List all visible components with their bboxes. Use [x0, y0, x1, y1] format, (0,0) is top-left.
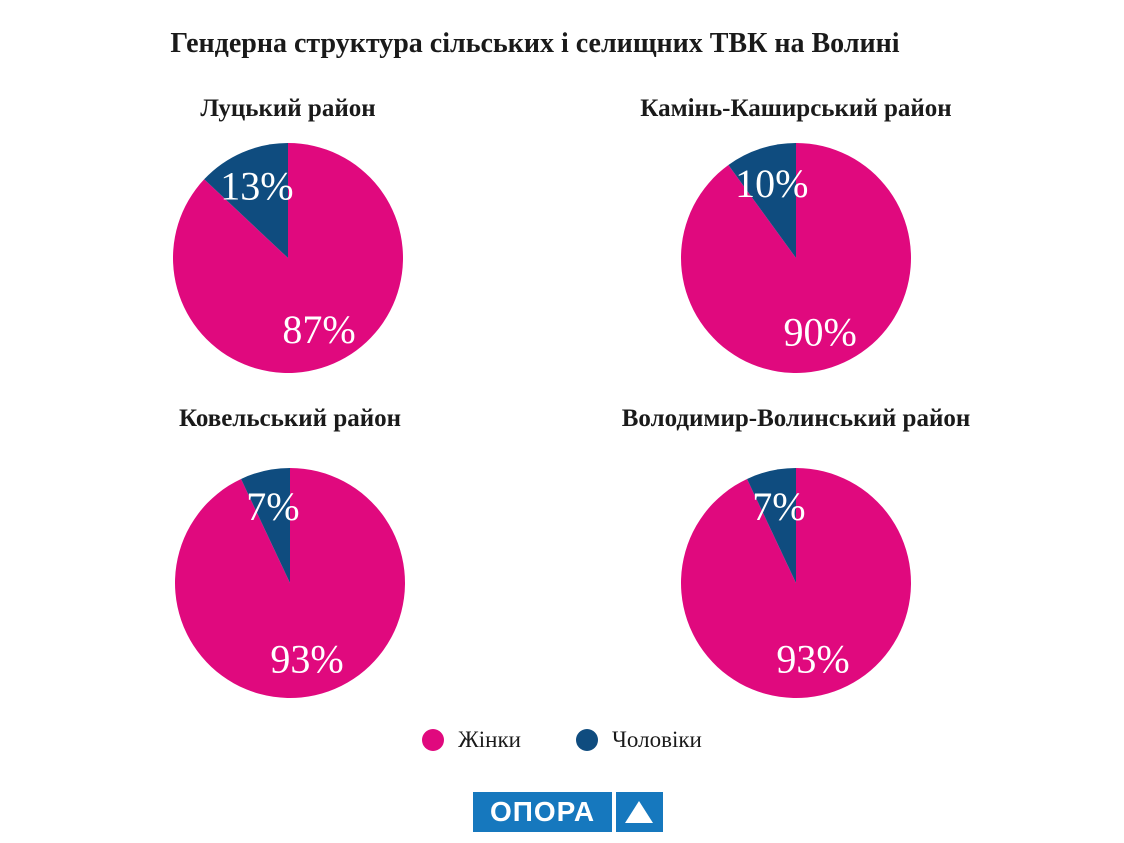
legend-item-men: Чоловіки	[575, 727, 702, 753]
chart-title-volodymyr-volynskyi: Володимир-Волинський район	[621, 405, 971, 432]
men-swatch-icon	[575, 729, 598, 751]
pie-slice-men	[728, 143, 796, 258]
chart-title-lutskyi: Луцький район	[200, 95, 376, 122]
pie-slice-label: 87%	[282, 307, 355, 352]
pie-chart-lutskyi: 87% 13%	[172, 143, 403, 373]
pie-svg: 93% 7%	[681, 468, 911, 698]
legend: Жінки Чоловіки	[0, 727, 1124, 753]
opora-wordmark: ОПОРА	[473, 792, 612, 832]
opora-logo: ОПОРА	[473, 792, 663, 832]
pie-slice-men	[241, 468, 290, 583]
chart-title-kamin-kashyrskyi: Камінь-Каширський район	[640, 95, 952, 122]
pie-chart-kovelskyi: 93% 7%	[174, 468, 405, 698]
pie-slice-label: 7%	[752, 484, 805, 529]
legend-label-men: Чоловіки	[611, 727, 702, 752]
pie-slice-label: 13%	[220, 163, 293, 208]
pie-chart-volodymyr-volynskyi: 93% 7%	[681, 468, 911, 698]
pie-svg: 90% 10%	[681, 143, 911, 373]
pie-slice-label: 93%	[776, 637, 849, 682]
pie-slice-women	[174, 468, 405, 698]
pie-chart-kamin-kashyrskyi: 90% 10%	[681, 143, 911, 373]
pie-slice-label: 10%	[735, 161, 808, 206]
pie-slice-label: 7%	[246, 484, 299, 529]
pie-slice-men	[204, 143, 288, 258]
chart-title-kovelskyi: Ковельський район	[178, 405, 402, 432]
pie-svg: 93% 7%	[174, 468, 405, 698]
opora-logo-square	[616, 792, 663, 832]
triangle-up-icon	[625, 801, 653, 823]
legend-label-women: Жінки	[458, 727, 521, 752]
pie-svg: 87% 13%	[172, 143, 403, 373]
pie-slice-label: 90%	[784, 310, 857, 355]
pie-slice-women	[172, 143, 403, 373]
pie-slice-men	[747, 468, 796, 583]
page-title: Гендерна структура сільських і селищних …	[170, 28, 900, 59]
legend-item-women: Жінки	[422, 727, 521, 753]
women-swatch-icon	[422, 729, 445, 751]
pie-slice-label: 93%	[270, 637, 343, 682]
